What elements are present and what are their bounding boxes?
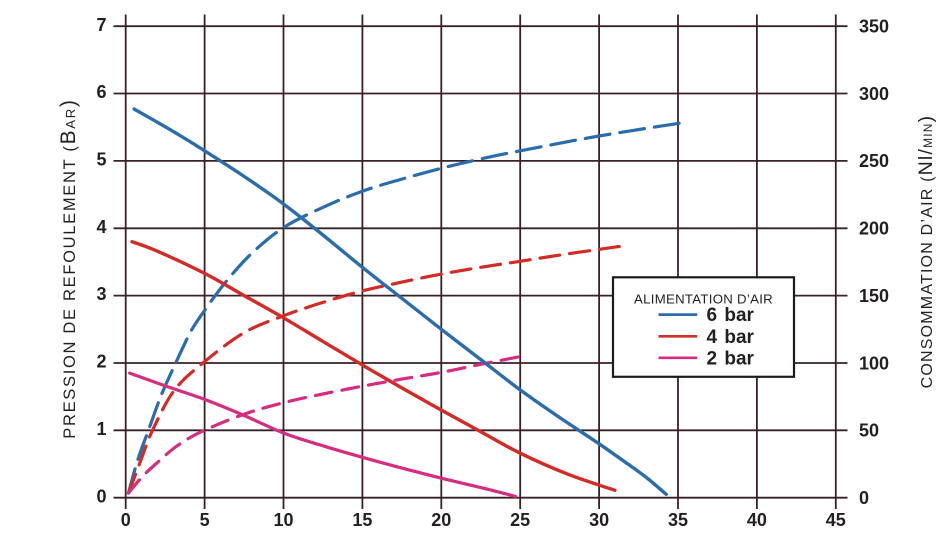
svg-text:5: 5 xyxy=(96,150,106,170)
svg-text:20: 20 xyxy=(431,510,451,530)
svg-text:200: 200 xyxy=(859,219,889,239)
svg-text:30: 30 xyxy=(589,510,609,530)
svg-text:7: 7 xyxy=(96,15,106,35)
svg-text:45: 45 xyxy=(826,510,846,530)
svg-text:4: 4 xyxy=(96,217,106,237)
svg-text:5: 5 xyxy=(200,510,210,530)
svg-text:300: 300 xyxy=(859,84,889,104)
svg-text:40: 40 xyxy=(747,510,767,530)
svg-text:0: 0 xyxy=(96,486,106,506)
svg-text:100: 100 xyxy=(859,353,889,373)
svg-text:10: 10 xyxy=(273,510,293,530)
svg-text:25: 25 xyxy=(510,510,530,530)
svg-text:6: 6 xyxy=(96,82,106,102)
svg-text:0: 0 xyxy=(859,488,869,508)
svg-text:ALIMENTATION D’AIR: ALIMENTATION D’AIR xyxy=(634,292,773,307)
svg-text:15: 15 xyxy=(352,510,372,530)
svg-text:2: 2 xyxy=(96,352,106,372)
svg-text:2 bar: 2 bar xyxy=(707,348,755,369)
svg-text:PRESSION DE REFOULEMENT (BAR): PRESSION DE REFOULEMENT (BAR) xyxy=(57,98,80,438)
svg-text:350: 350 xyxy=(859,17,889,37)
svg-text:50: 50 xyxy=(859,421,879,441)
svg-text:CONSOMMATION D’AIR (Nl/MIN): CONSOMMATION D’AIR (Nl/MIN) xyxy=(915,115,937,389)
svg-text:0: 0 xyxy=(121,510,131,530)
svg-text:250: 250 xyxy=(859,151,889,171)
svg-text:35: 35 xyxy=(668,510,688,530)
svg-text:150: 150 xyxy=(859,286,889,306)
svg-text:3: 3 xyxy=(96,284,106,304)
svg-text:6 bar: 6 bar xyxy=(707,305,755,326)
svg-text:4 bar: 4 bar xyxy=(707,327,755,348)
svg-text:1: 1 xyxy=(96,419,106,439)
